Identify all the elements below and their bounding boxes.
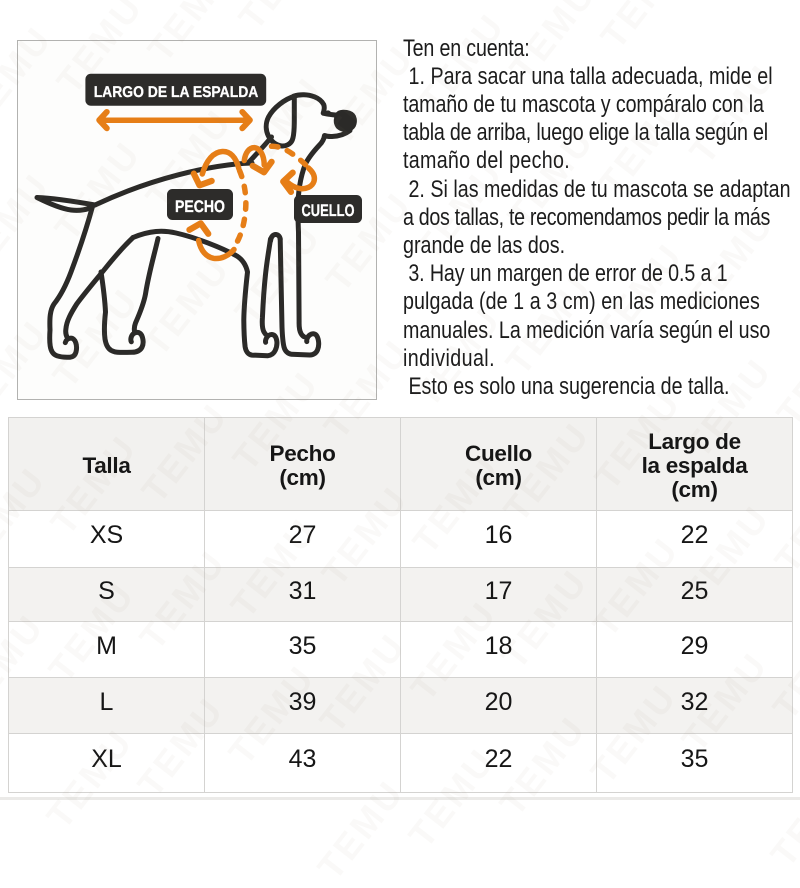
svg-text:PECHO: PECHO <box>175 197 225 216</box>
svg-text:LARGO DE LA ESPALDA: LARGO DE LA ESPALDA <box>94 84 259 101</box>
svg-text:CUELLO: CUELLO <box>302 201 355 220</box>
